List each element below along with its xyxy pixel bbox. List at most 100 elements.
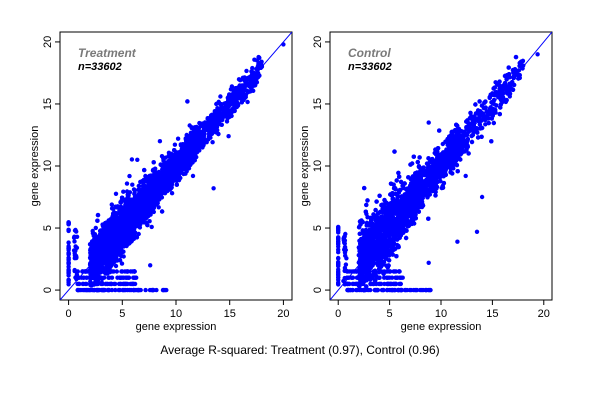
data-point [104, 256, 110, 261]
data-point [224, 100, 229, 106]
data-point [198, 140, 203, 145]
data-point [106, 233, 111, 238]
data-point [229, 84, 235, 89]
y-tick-label: 0 [42, 287, 54, 293]
treatment-n-label: n=33602 [78, 61, 122, 73]
data-point [92, 250, 98, 255]
data-point [119, 243, 124, 248]
data-point [117, 287, 123, 293]
data-point [113, 241, 118, 246]
data-point [95, 243, 100, 248]
data-point [147, 219, 152, 224]
data-point [100, 259, 105, 264]
data-point [109, 243, 114, 249]
data-point [123, 209, 128, 214]
data-point [72, 239, 77, 244]
data-point [131, 228, 136, 234]
data-point [143, 287, 148, 293]
data-point [239, 100, 244, 105]
data-point [107, 227, 113, 232]
data-point [101, 254, 106, 259]
data-point [109, 202, 115, 207]
data-point [175, 169, 180, 174]
data-point [176, 150, 181, 155]
data-point [256, 74, 261, 80]
data-point [99, 281, 104, 287]
data-point [130, 203, 136, 209]
data-point [101, 287, 107, 293]
data-point [95, 269, 100, 274]
y-tick-label: 15 [312, 98, 324, 110]
data-point [257, 55, 262, 60]
data-point [72, 234, 77, 239]
data-point [101, 241, 106, 246]
data-point [159, 209, 165, 214]
data-point [173, 154, 178, 159]
data-point [139, 197, 144, 202]
data-point [135, 157, 140, 162]
data-point [90, 287, 95, 293]
data-point [194, 124, 199, 130]
data-point [153, 202, 159, 207]
data-point [151, 160, 156, 165]
data-point [150, 167, 156, 173]
data-point [113, 251, 119, 257]
data-point [136, 287, 141, 293]
data-point [156, 205, 161, 210]
data-point [111, 248, 116, 253]
y-tick-label: 10 [312, 160, 324, 172]
data-point [126, 228, 132, 234]
data-point [132, 212, 137, 218]
points-group [66, 42, 286, 293]
data-point [102, 226, 108, 231]
data-point [137, 189, 143, 194]
data-point [143, 205, 149, 210]
data-point [193, 154, 199, 160]
data-point [95, 218, 100, 223]
data-point [122, 204, 128, 209]
data-point [483, 122, 488, 127]
data-point [206, 137, 211, 142]
data-point [226, 134, 231, 139]
data-point [103, 281, 109, 287]
data-point [216, 99, 221, 105]
data-point [121, 281, 127, 287]
data-point [66, 227, 71, 232]
data-point [66, 240, 71, 245]
data-point [126, 275, 131, 280]
data-point [234, 104, 240, 110]
data-point [245, 99, 250, 105]
data-point [108, 269, 114, 274]
data-point [147, 201, 152, 206]
y-tick-label: 20 [42, 36, 54, 48]
data-point [110, 213, 116, 218]
data-point [93, 281, 98, 287]
data-point [109, 219, 114, 224]
data-point [118, 200, 124, 205]
data-point [125, 195, 130, 200]
data-point [135, 195, 140, 200]
data-point [113, 281, 118, 287]
data-point [159, 184, 164, 189]
data-point [128, 287, 134, 293]
data-point [172, 142, 178, 147]
y-tick-label: 0 [312, 287, 324, 293]
data-point [143, 185, 149, 190]
data-point [132, 190, 137, 196]
data-point [93, 225, 99, 231]
data-point [232, 108, 237, 114]
data-point [124, 215, 129, 220]
data-point [145, 222, 150, 228]
data-point [121, 223, 126, 228]
data-point [73, 244, 78, 249]
data-point [219, 122, 224, 128]
y-tick-label: 20 [312, 36, 324, 48]
data-point [149, 224, 154, 230]
data-point [117, 258, 123, 263]
data-point [89, 275, 94, 280]
data-point [72, 268, 77, 274]
data-point [94, 287, 99, 293]
data-point [119, 195, 125, 200]
data-point [154, 191, 159, 197]
data-point [183, 136, 188, 141]
